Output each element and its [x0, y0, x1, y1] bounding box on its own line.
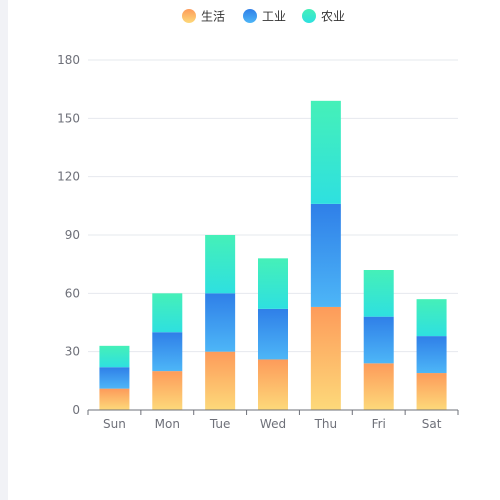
bar-segment[interactable] [258, 258, 288, 309]
legend-label[interactable]: 生活 [201, 10, 225, 24]
legend: 生活 工业 农业 [182, 9, 345, 24]
bar-segment[interactable] [258, 359, 288, 410]
y-tick-label: 90 [65, 228, 80, 242]
x-tick-label: Fri [372, 417, 386, 431]
y-axis-tick-labels: 0 30 60 90 120 150 180 [57, 53, 80, 417]
x-tick-label: Sun [103, 417, 126, 431]
y-tick-label: 150 [57, 111, 80, 125]
bar-segment[interactable] [99, 367, 130, 389]
bar-segment[interactable] [310, 203, 341, 307]
x-axis: Sun Mon Tue Wed Thu Fri Sat [87, 409, 459, 431]
bar-segment[interactable] [416, 336, 447, 374]
bar-segment[interactable] [152, 332, 183, 372]
y-tick-label: 0 [72, 403, 80, 417]
bar-segment[interactable] [258, 308, 288, 360]
bar-segment[interactable] [205, 293, 236, 352]
bar-segment[interactable] [310, 306, 341, 410]
legend-label[interactable]: 工业 [262, 10, 286, 24]
legend-marker[interactable] [182, 9, 196, 23]
x-tick-label: Tue [209, 417, 231, 431]
bar-segment[interactable] [152, 371, 183, 410]
bar-segment[interactable] [363, 316, 394, 364]
legend-label[interactable]: 农业 [321, 10, 345, 24]
bars [99, 100, 447, 410]
y-tick-label: 30 [65, 345, 80, 359]
bar-segment[interactable] [363, 270, 394, 317]
chart-card: 生活 工业 农业 0 30 60 90 120 150 180 Sun Mon Tue Wed Thu F… [8, 0, 500, 500]
x-tick-label: Mon [155, 417, 180, 431]
stacked-bar-chart: 生活 工业 农业 0 30 60 90 120 150 180 Sun Mon Tue Wed Thu F… [57, 9, 459, 431]
legend-marker[interactable] [302, 9, 316, 23]
x-tick-label: Wed [260, 417, 286, 431]
y-tick-label: 60 [65, 286, 80, 300]
bar-segment[interactable] [205, 351, 236, 410]
bar-segment[interactable] [152, 293, 183, 333]
x-tick-label: Sat [422, 417, 442, 431]
legend-marker[interactable] [243, 9, 257, 23]
x-tick-label: Thu [314, 417, 338, 431]
grid-lines [88, 59, 458, 353]
y-tick-label: 180 [57, 53, 80, 67]
bar-segment[interactable] [416, 299, 447, 337]
bar-segment[interactable] [310, 100, 341, 204]
bar-segment[interactable] [99, 345, 130, 368]
bar-segment[interactable] [99, 388, 130, 410]
y-tick-label: 120 [57, 170, 80, 184]
bar-segment[interactable] [363, 363, 394, 410]
bar-segment[interactable] [416, 373, 447, 410]
bar-segment[interactable] [205, 235, 236, 294]
